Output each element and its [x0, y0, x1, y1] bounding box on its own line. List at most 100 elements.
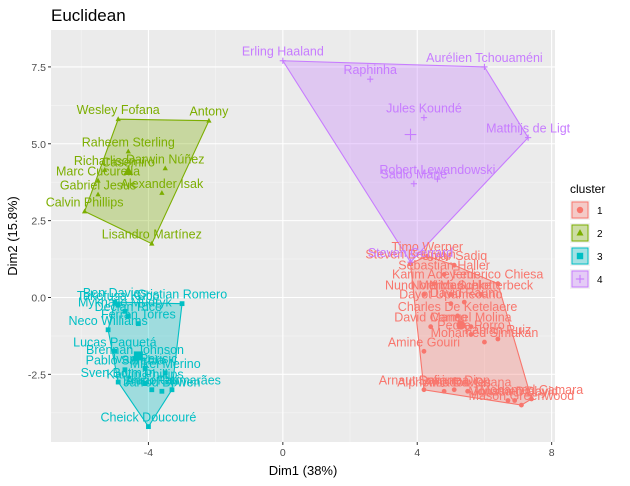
y-tick-label: 0.0	[31, 292, 46, 304]
point-label: Steven Gerrard	[368, 246, 454, 260]
data-point	[407, 259, 414, 266]
point-label: Cristian Romero	[137, 288, 227, 302]
data-point	[142, 381, 148, 386]
point-label: Antony	[189, 105, 229, 119]
x-axis-label: Dim1 (38%)	[269, 463, 338, 478]
data-point	[169, 387, 175, 393]
data-point	[159, 190, 165, 195]
data-point	[451, 387, 457, 393]
data-point	[162, 370, 168, 376]
data-point	[122, 367, 128, 373]
data-point	[468, 324, 474, 330]
legend-key-shape	[576, 229, 584, 236]
point-label: Raheem Sterling	[82, 135, 175, 149]
point-label: Kalvin Phillips	[107, 368, 184, 382]
centroid-2	[123, 166, 134, 176]
point-label: Sofiane Diop	[418, 374, 490, 388]
data-point	[149, 240, 155, 246]
point-label: Pedro Porro	[437, 318, 504, 332]
point-label: Arnaut Danjuma	[379, 374, 469, 388]
data-point	[495, 336, 501, 342]
point-label: Bruno Guimarães	[123, 374, 221, 388]
data-point	[428, 324, 434, 330]
data-point	[112, 299, 118, 305]
point-label: Richarlison	[74, 154, 136, 168]
data-point	[441, 272, 447, 277]
data-point	[410, 180, 417, 187]
data-point	[142, 365, 148, 371]
data-point	[159, 388, 165, 394]
data-point	[115, 116, 121, 122]
axis-ticks: -4 0 4 8 -2.5 0.0 2.5 5.0 7.5	[28, 62, 555, 459]
x-tick-label: 0	[280, 447, 286, 459]
point-label: Cheick Doucouré	[100, 411, 196, 425]
legend-key-shape	[575, 274, 585, 284]
point-label: Matthijs de Ligt	[486, 122, 571, 136]
data-point	[115, 379, 121, 385]
point-label: Calvin Phillips	[46, 195, 124, 209]
data-point	[149, 387, 155, 393]
y-tick-label: 5.0	[31, 139, 46, 151]
data-point	[125, 148, 131, 154]
y-tick-label: -2.5	[28, 369, 46, 381]
point-label: Casemiro	[102, 155, 156, 169]
legend: cluster 1 2 3 4	[570, 182, 605, 289]
point-label: Neco Williams	[69, 314, 148, 328]
data-point	[125, 313, 131, 319]
centroid-3	[133, 351, 143, 361]
cluster-centroids	[123, 128, 466, 361]
y-axis-label: Dim2 (15.8%)	[5, 196, 20, 275]
point-label: Steven Bergwijn	[365, 248, 455, 262]
point-label: Mason Greenwood	[469, 389, 575, 403]
data-point	[179, 301, 185, 307]
data-point	[146, 424, 151, 430]
centroid-4	[404, 128, 417, 141]
legend-label: 4	[597, 275, 603, 286]
point-label: Mykhailo Mudryk	[78, 295, 173, 309]
data-points	[81, 57, 534, 430]
point-label: Ferran Torres	[101, 308, 176, 322]
point-label: Manuel Molina	[430, 311, 511, 325]
data-point	[421, 292, 427, 297]
centroid-1	[456, 320, 466, 330]
point-label: Nico Schlotterbeck	[429, 278, 534, 292]
data-point	[95, 177, 101, 183]
x-tick-label: -4	[144, 447, 153, 459]
major-gridlines	[51, 30, 555, 442]
data-point	[81, 208, 88, 214]
data-point	[448, 292, 454, 297]
data-point	[112, 348, 118, 354]
point-label: Dayot Upamecano	[399, 288, 503, 302]
data-point	[95, 191, 101, 197]
data-point	[421, 348, 427, 354]
data-point	[434, 175, 441, 183]
point-label: Sadio Mané	[381, 168, 448, 182]
point-label: Timo Werner	[392, 240, 464, 254]
point-label: David Carmo	[394, 311, 467, 325]
data-point	[367, 76, 374, 83]
point-label: Brennan Johnson	[86, 343, 184, 357]
data-point	[102, 167, 108, 172]
point-label: Marc Cucurella	[56, 165, 140, 179]
point-label: Takefusa Kubo	[77, 289, 160, 303]
data-point	[529, 396, 534, 402]
point-label: Amadou Onana	[424, 375, 512, 389]
legend-key-shape	[576, 252, 584, 260]
x-tick-label: 4	[414, 447, 420, 459]
data-point	[448, 301, 454, 307]
point-label: Jules Koundé	[386, 102, 462, 116]
point-label: Jarrod Bowen	[123, 375, 200, 389]
point-label: Sven Botman	[81, 366, 156, 380]
point-label: Mohamed Simakan	[431, 326, 539, 340]
point-label: Federico Chiesa	[452, 268, 543, 282]
cluster-hull-1	[409, 255, 533, 406]
data-point	[519, 402, 524, 408]
y-tick-label: 2.5	[31, 216, 46, 228]
point-label: Amine Gouiri	[388, 335, 460, 349]
data-point	[495, 281, 501, 287]
data-point	[465, 388, 471, 394]
data-point	[105, 327, 111, 333]
data-point	[279, 57, 286, 64]
point-label: Jonathan David	[471, 384, 558, 398]
